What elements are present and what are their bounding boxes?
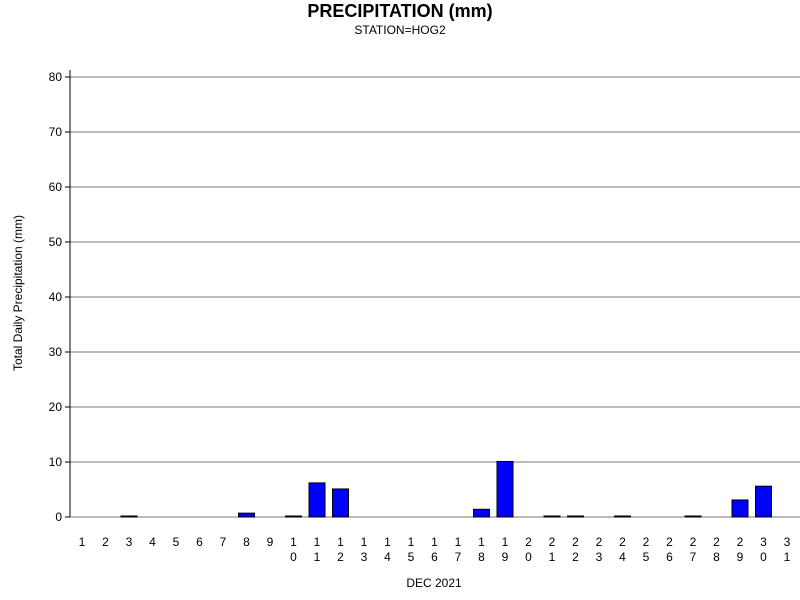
y-tick-label: 50: [49, 235, 63, 249]
bar-day-19: [496, 460, 514, 518]
x-axis-label: DEC 2021: [406, 576, 462, 590]
bar-day-27: [684, 515, 702, 518]
x-tick-label: 3: [126, 535, 133, 549]
y-tick-label: 40: [49, 290, 63, 304]
y-tick-label: 80: [49, 70, 63, 84]
y-tick-label: 30: [49, 345, 63, 359]
y-axis-label: Total Daily Precipitation (mm): [11, 215, 25, 371]
grid-lines: [70, 76, 800, 518]
y-tick-label: 10: [49, 455, 63, 469]
x-axis: 1 2 3 4 5 6 7 8 9 1 01 11 21 31 41 51 61 71 81 92 02 12 22 32 42…: [79, 535, 791, 564]
bar-day-21: [543, 515, 561, 518]
bar-day-22: [567, 515, 584, 518]
bars: [120, 460, 772, 518]
x-tick-label: 2: [102, 535, 109, 549]
bar-day-3: [120, 515, 138, 518]
chart-title: PRECIPITATION (mm): [307, 1, 493, 21]
chart-subtitle: STATION=HOG2: [354, 23, 446, 37]
x-tick-label: 6: [196, 535, 203, 549]
bar-day-11: [308, 482, 326, 518]
x-tick-label: 5: [173, 535, 180, 549]
y-tick-label: 70: [49, 125, 63, 139]
y-axis: 0 10 20 30 40 50 60 70 80: [49, 70, 71, 524]
x-tick-label: 9: [267, 535, 274, 549]
y-tick-label: 20: [49, 400, 63, 414]
bar-day-8: [238, 512, 255, 518]
x-tick-label: 8: [243, 535, 250, 549]
y-tick-label: 0: [55, 510, 62, 524]
bar-day-24: [614, 515, 631, 518]
y-tick-label: 60: [49, 180, 63, 194]
x-tick-label: 7: [220, 535, 227, 549]
bar-day-10: [285, 515, 302, 518]
bar-day-12: [332, 488, 349, 518]
x-tick-label: 4: [149, 535, 156, 549]
bar-day-30: [755, 485, 772, 518]
x-tick-label: 1: [79, 535, 86, 549]
bar-day-18: [473, 508, 490, 518]
bar-day-29: [731, 499, 749, 518]
